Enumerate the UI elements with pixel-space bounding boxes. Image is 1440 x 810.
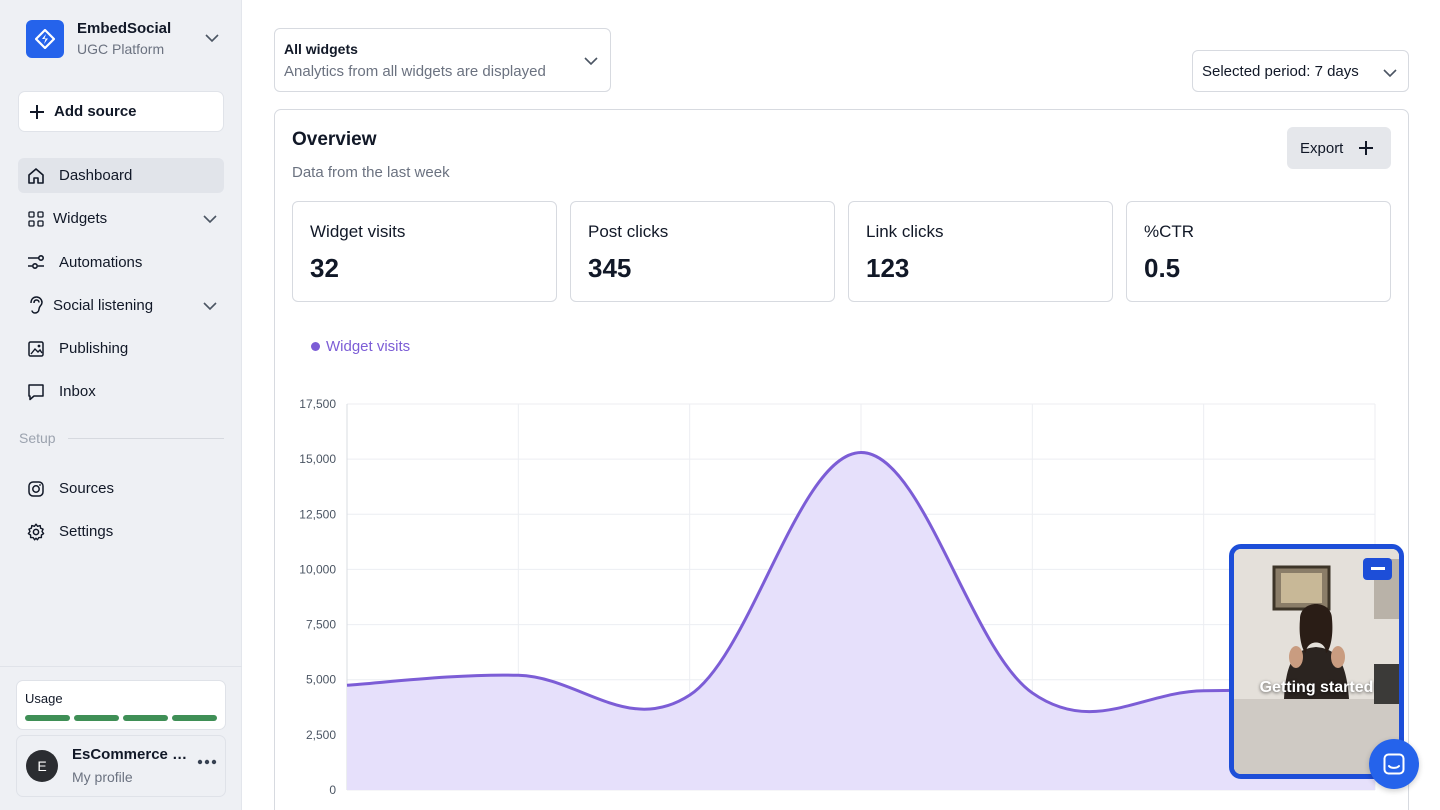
embedsocial-logo (26, 20, 64, 58)
workspace-switcher[interactable]: EmbedSocial UGC Platform (26, 18, 226, 60)
sidebar-item-publishing[interactable]: Publishing (18, 331, 224, 366)
plus-icon (30, 104, 44, 119)
export-button[interactable]: Export (1287, 127, 1391, 169)
sidebar: EmbedSocial UGC Platform Add source Dash… (0, 0, 242, 810)
legend-dot (311, 342, 320, 351)
y-tick-label: 7,500 (306, 618, 336, 632)
sidebar-item-automations[interactable]: Automations (18, 245, 224, 280)
usage-bar-segment (74, 715, 119, 721)
overview-title: Overview (292, 129, 377, 150)
chat-launcher-button[interactable] (1369, 739, 1419, 789)
sidebar-item-label: Inbox (59, 383, 96, 401)
gear-icon (26, 522, 46, 542)
more-options-icon[interactable] (197, 759, 217, 765)
y-tick-label: 10,000 (299, 562, 336, 576)
image-icon (26, 339, 46, 359)
chevron-down-icon (584, 57, 598, 66)
stat-card-post-clicks: Post clicks 345 (570, 201, 835, 302)
sidebar-footer: Usage E EsCommerce Entertainment My prof… (0, 666, 242, 810)
stat-value: 345 (588, 253, 632, 283)
divider (67, 437, 224, 439)
automation-icon (26, 252, 46, 272)
usage-card[interactable]: Usage (16, 680, 226, 730)
y-tick-label: 5,000 (306, 673, 336, 687)
sidebar-item-social-listening[interactable]: Social listening (18, 288, 224, 323)
chevron-down-icon (203, 302, 217, 311)
series-line-widget-visits (346, 451, 1376, 714)
usage-bar-segment (172, 715, 217, 721)
period-label: Selected period: 7 days (1202, 62, 1359, 80)
plus-icon (1359, 141, 1373, 155)
video-caption: Getting started (1259, 679, 1374, 696)
y-tick-label: 15,000 (299, 452, 336, 466)
sidebar-item-label: Dashboard (59, 167, 133, 184)
sidebar-item-label: Settings (59, 523, 114, 541)
avatar: E (26, 750, 58, 782)
y-tick-label: 17,500 (299, 397, 336, 411)
main-nav: Dashboard Widgets Automations Social lis… (18, 158, 224, 418)
profile-card[interactable]: E EsCommerce Entertainment My profile (16, 735, 226, 797)
stat-label: Widget visits (310, 222, 406, 241)
chat-icon (1383, 753, 1405, 775)
sidebar-item-settings[interactable]: Settings (18, 514, 224, 549)
widget-filter-title: All widgets (284, 41, 358, 57)
y-tick-label: 0 (329, 783, 336, 797)
setup-nav: Sources Settings (18, 471, 224, 558)
legend-label: Widget visits (326, 338, 411, 355)
usage-label: Usage (25, 691, 63, 706)
widget-visits-chart: 0 2,500 5,000 7,500 10,000 12,500 15,000 17,500 (299, 397, 1376, 797)
sidebar-item-widgets[interactable]: Widgets (18, 201, 224, 236)
chevron-down-icon (203, 215, 217, 224)
stat-value: 123 (866, 253, 910, 283)
sidebar-item-label: Widgets (53, 210, 108, 228)
profile-subtitle: My profile (72, 769, 133, 785)
stat-card-widget-visits: Widget visits 32 (292, 201, 557, 302)
stat-label: %CTR (1144, 222, 1195, 241)
usage-bar-segment (25, 715, 70, 721)
sidebar-item-inbox[interactable]: Inbox (18, 374, 224, 409)
chevron-down-icon (205, 34, 219, 43)
y-tick-label: 12,500 (299, 507, 336, 521)
getting-started-video[interactable]: Getting started (1229, 544, 1404, 779)
brand-name: EmbedSocial (77, 20, 172, 37)
sidebar-item-label: Automations (59, 253, 143, 271)
overview-panel: Overview Data from the last week Export … (274, 109, 1409, 810)
instagram-icon (26, 479, 46, 499)
sidebar-item-label: Social listening (53, 296, 154, 314)
chevron-down-icon (1383, 69, 1397, 78)
profile-name: EsCommerce Entertainment (72, 746, 196, 763)
sidebar-item-label: Publishing (59, 340, 129, 358)
widget-filter-dropdown[interactable]: All widgets Analytics from all widgets a… (274, 28, 611, 92)
usage-meter (25, 715, 217, 721)
stat-value: 32 (310, 253, 339, 283)
chart-legend[interactable]: Widget visits (311, 338, 410, 355)
message-icon (26, 382, 46, 402)
home-icon (26, 166, 46, 186)
add-source-label: Add source (54, 103, 137, 120)
setup-section-label: Setup (19, 430, 56, 446)
stat-label: Link clicks (866, 222, 944, 241)
grid-icon (26, 209, 46, 229)
ear-icon (26, 295, 46, 315)
add-source-button[interactable]: Add source (18, 91, 224, 132)
minus-icon (1370, 567, 1385, 570)
y-tick-label: 2,500 (306, 728, 336, 742)
period-dropdown[interactable]: Selected period: 7 days (1192, 50, 1409, 92)
video-thumbnail (1234, 549, 1399, 774)
minimize-button[interactable] (1363, 558, 1392, 580)
series-area-widget-visits (347, 452, 1375, 790)
sidebar-item-label: Sources (59, 480, 115, 497)
stat-card-ctr: %CTR 0.5 (1126, 201, 1391, 302)
sidebar-item-sources[interactable]: Sources (18, 471, 224, 506)
setup-section-header: Setup (19, 430, 224, 446)
sidebar-item-dashboard[interactable]: Dashboard (18, 158, 224, 193)
stat-value: 0.5 (1144, 253, 1181, 283)
stat-card-link-clicks: Link clicks 123 (848, 201, 1113, 302)
overview-subtitle: Data from the last week (292, 164, 450, 181)
usage-bar-segment (123, 715, 168, 721)
stat-label: Post clicks (588, 222, 669, 241)
brand-subtitle: UGC Platform (77, 41, 165, 57)
export-label: Export (1300, 139, 1344, 157)
widget-filter-subtitle: Analytics from all widgets are displayed (284, 63, 546, 80)
